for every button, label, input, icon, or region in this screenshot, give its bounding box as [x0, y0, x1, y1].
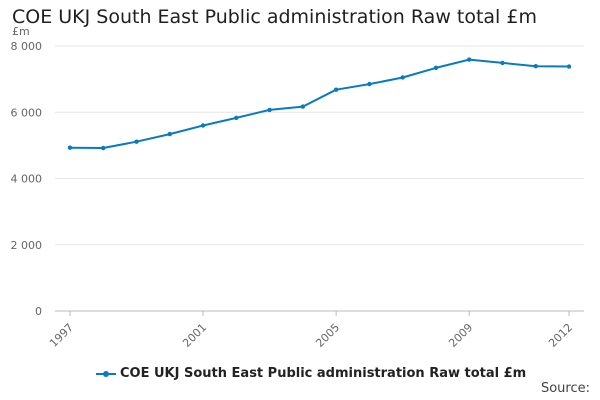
legend-line-marker-icon — [96, 369, 116, 379]
y-tick-label: 4 000 — [11, 173, 43, 186]
data-point[interactable] — [234, 115, 239, 121]
legend-label: COE UKJ South East Public administration… — [120, 366, 527, 381]
y-tick-label: 2 000 — [11, 239, 43, 252]
data-point[interactable] — [333, 87, 339, 92]
y-tick-label: 6 000 — [11, 106, 43, 119]
series-line — [69, 58, 570, 149]
data-point[interactable] — [500, 60, 505, 66]
y-tick-label: 0 — [35, 305, 42, 318]
data-point[interactable] — [134, 139, 139, 144]
x-tick-label: 2009 — [446, 321, 475, 350]
x-tick-labels: 1997 2001 2005 2009 2012 — [47, 311, 575, 350]
data-point[interactable] — [566, 64, 572, 69]
data-point[interactable] — [101, 145, 106, 151]
data-point[interactable] — [267, 107, 272, 113]
x-tick-label: 2005 — [313, 321, 342, 350]
x-tick-label: 2001 — [180, 321, 209, 350]
x-tick-label: 2012 — [546, 321, 575, 350]
y-tick-label: 8 000 — [11, 40, 43, 53]
data-point[interactable] — [400, 75, 405, 80]
data-point[interactable] — [533, 64, 538, 69]
data-point[interactable] — [367, 81, 372, 87]
source-label[interactable]: Source: — [540, 381, 590, 396]
data-point[interactable] — [200, 123, 206, 128]
y-tick-labels: 0 2 000 4 000 6 000 8 000 — [11, 40, 43, 318]
data-point[interactable] — [433, 65, 439, 71]
data-point[interactable] — [300, 104, 306, 109]
gridlines — [55, 45, 584, 312]
legend[interactable]: COE UKJ South East Public administration… — [96, 366, 526, 381]
data-point[interactable] — [67, 145, 73, 150]
chart-title: COE UKJ South East Public administration… — [12, 6, 537, 28]
y-axis-unit-label: £m — [12, 25, 30, 38]
series-group — [67, 57, 572, 151]
data-point[interactable] — [167, 131, 172, 137]
data-point[interactable] — [467, 57, 472, 62]
x-tick-label: 1997 — [47, 321, 76, 350]
